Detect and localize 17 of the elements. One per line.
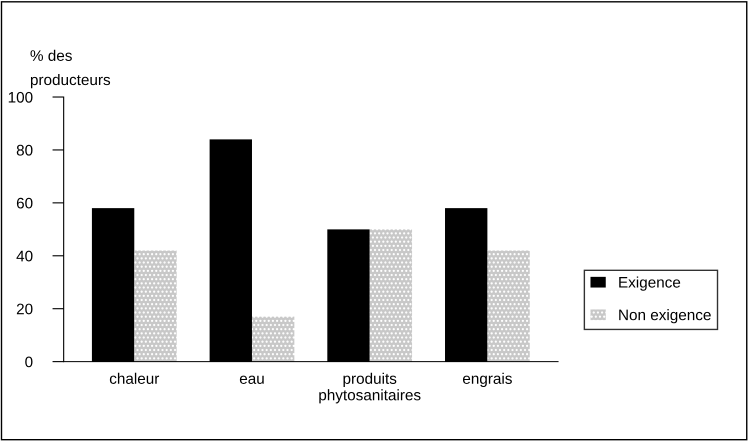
bar <box>134 250 177 362</box>
x-tick-label: produits phytosanitaires <box>319 372 421 404</box>
x-tick-label: chaleur <box>110 372 160 384</box>
y-tick-label: 100 <box>8 92 33 103</box>
bar <box>252 316 294 362</box>
y-tick-label: 20 <box>16 304 33 314</box>
bar <box>370 229 412 362</box>
x-tick-label: eau <box>240 376 264 384</box>
x-tick-label: engrais <box>462 372 512 387</box>
y-tick-label: 60 <box>16 198 33 209</box>
bar <box>487 250 530 362</box>
legend-label: Exigence <box>619 276 680 291</box>
legend-label: Non exigence <box>619 309 711 324</box>
y-tick-label: 0 <box>25 356 33 368</box>
y-tick-label: 80 <box>16 144 33 156</box>
y-tick-label: 40 <box>16 250 33 262</box>
y-axis-title: % des producteurs <box>30 50 110 88</box>
